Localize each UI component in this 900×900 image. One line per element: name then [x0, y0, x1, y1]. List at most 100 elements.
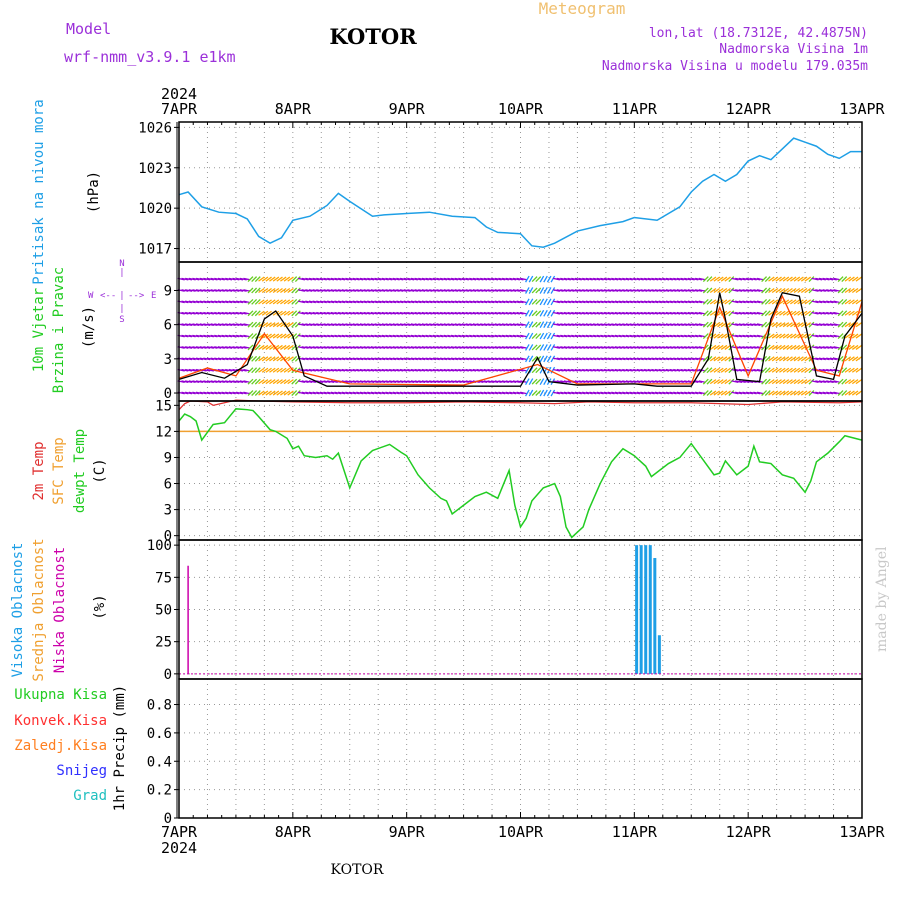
wind-barb	[265, 379, 272, 385]
wind-barb	[407, 323, 415, 327]
wind-barb	[352, 300, 360, 304]
wind-barb	[720, 287, 728, 294]
wind-barb	[272, 367, 280, 373]
x-tick-label: 8APR	[275, 100, 312, 118]
wind-barb	[407, 277, 415, 281]
wind-barb	[848, 390, 855, 396]
wind-barb	[407, 368, 415, 372]
wind-barb	[786, 379, 793, 385]
wind-barb	[421, 346, 429, 349]
wind-barb	[622, 311, 630, 315]
wind-barb	[749, 300, 757, 304]
wind-barb	[636, 391, 644, 395]
wind-barb	[181, 368, 189, 372]
wind-barb	[633, 391, 641, 395]
wind-barb	[804, 287, 812, 294]
wind-barb	[345, 380, 353, 383]
wind-barb	[312, 323, 320, 327]
wind-barb	[578, 368, 586, 372]
wind-barb	[786, 287, 793, 294]
wind-barb	[771, 356, 779, 362]
x-tick-label: 11APR	[612, 100, 658, 118]
wind-barb	[450, 391, 459, 395]
wind-barb	[706, 378, 713, 385]
wind-barb	[761, 287, 768, 294]
wind-barb	[436, 277, 444, 281]
wind-barb	[469, 368, 477, 372]
wind-barb	[589, 380, 597, 383]
wind-barb	[525, 344, 530, 351]
wind-barb	[308, 323, 316, 327]
wind-barb	[582, 300, 590, 304]
cloud-bar	[653, 558, 657, 674]
wind-barb	[567, 300, 575, 304]
wind-barb	[625, 357, 633, 361]
wind-barb	[487, 357, 495, 361]
wind-barb	[414, 289, 422, 292]
wind-barb	[334, 300, 342, 304]
wind-barb	[232, 311, 240, 315]
wind-barb	[614, 289, 622, 292]
wind-barb	[225, 368, 233, 372]
wind-barb	[447, 346, 455, 349]
sfctemp-label: SFC Temp	[51, 437, 67, 504]
wind-barb	[855, 333, 863, 339]
wind-barb	[556, 300, 564, 304]
wind-barb	[265, 276, 272, 282]
wind-barb	[287, 390, 294, 396]
wind-barb	[531, 378, 538, 385]
wind-barb	[348, 289, 357, 292]
wind-barb	[614, 357, 622, 361]
wind-barb	[294, 367, 301, 374]
wind-barb	[472, 289, 480, 292]
wind-barb	[203, 391, 211, 395]
wind-barb	[669, 277, 677, 281]
wind-barb	[341, 368, 349, 372]
wind-barb	[297, 277, 306, 281]
wind-barb	[388, 311, 397, 315]
wind-barb	[461, 323, 469, 327]
wind-barb	[753, 323, 761, 327]
wind-barb	[826, 391, 834, 395]
wind-barb	[378, 311, 386, 315]
wind-barb	[822, 300, 830, 304]
wind-barb	[684, 277, 692, 281]
wind-barb	[283, 287, 291, 294]
wind-barb	[582, 311, 590, 315]
wind-barb	[192, 391, 200, 395]
wind-barb	[611, 346, 619, 349]
wind-barb	[334, 277, 342, 281]
wind-barb	[585, 277, 593, 281]
wind-barb	[702, 390, 709, 396]
wind-barb	[556, 311, 564, 315]
wind-barb	[676, 277, 684, 281]
wind-barb	[676, 334, 684, 338]
wind-barb	[512, 311, 520, 315]
wind-barb	[745, 300, 754, 304]
wind-barb	[550, 309, 556, 317]
wind-barb	[720, 379, 728, 385]
wind-barb	[352, 277, 360, 281]
wind-barb	[775, 390, 782, 396]
wind-barb	[359, 300, 367, 304]
wind-barb	[811, 277, 819, 281]
wind-barb	[469, 277, 477, 281]
wind-barb	[742, 289, 750, 292]
wind-barb	[552, 334, 561, 338]
wind-barb	[753, 277, 761, 281]
wind-barb	[494, 311, 502, 315]
wind-barb	[560, 368, 568, 372]
wind-barb	[749, 311, 757, 315]
wind-barb	[305, 300, 313, 304]
wind-barb	[528, 275, 534, 283]
wind-barb	[490, 289, 499, 292]
wind-barb	[687, 357, 695, 361]
wind-barb	[439, 391, 448, 395]
wind-barb	[472, 277, 480, 281]
wind-barb	[633, 334, 641, 338]
wind-barb	[826, 368, 834, 372]
wind-barb	[684, 334, 692, 338]
wind-barb	[232, 323, 240, 327]
wind-barb	[421, 323, 429, 327]
wind-barb	[556, 346, 564, 349]
